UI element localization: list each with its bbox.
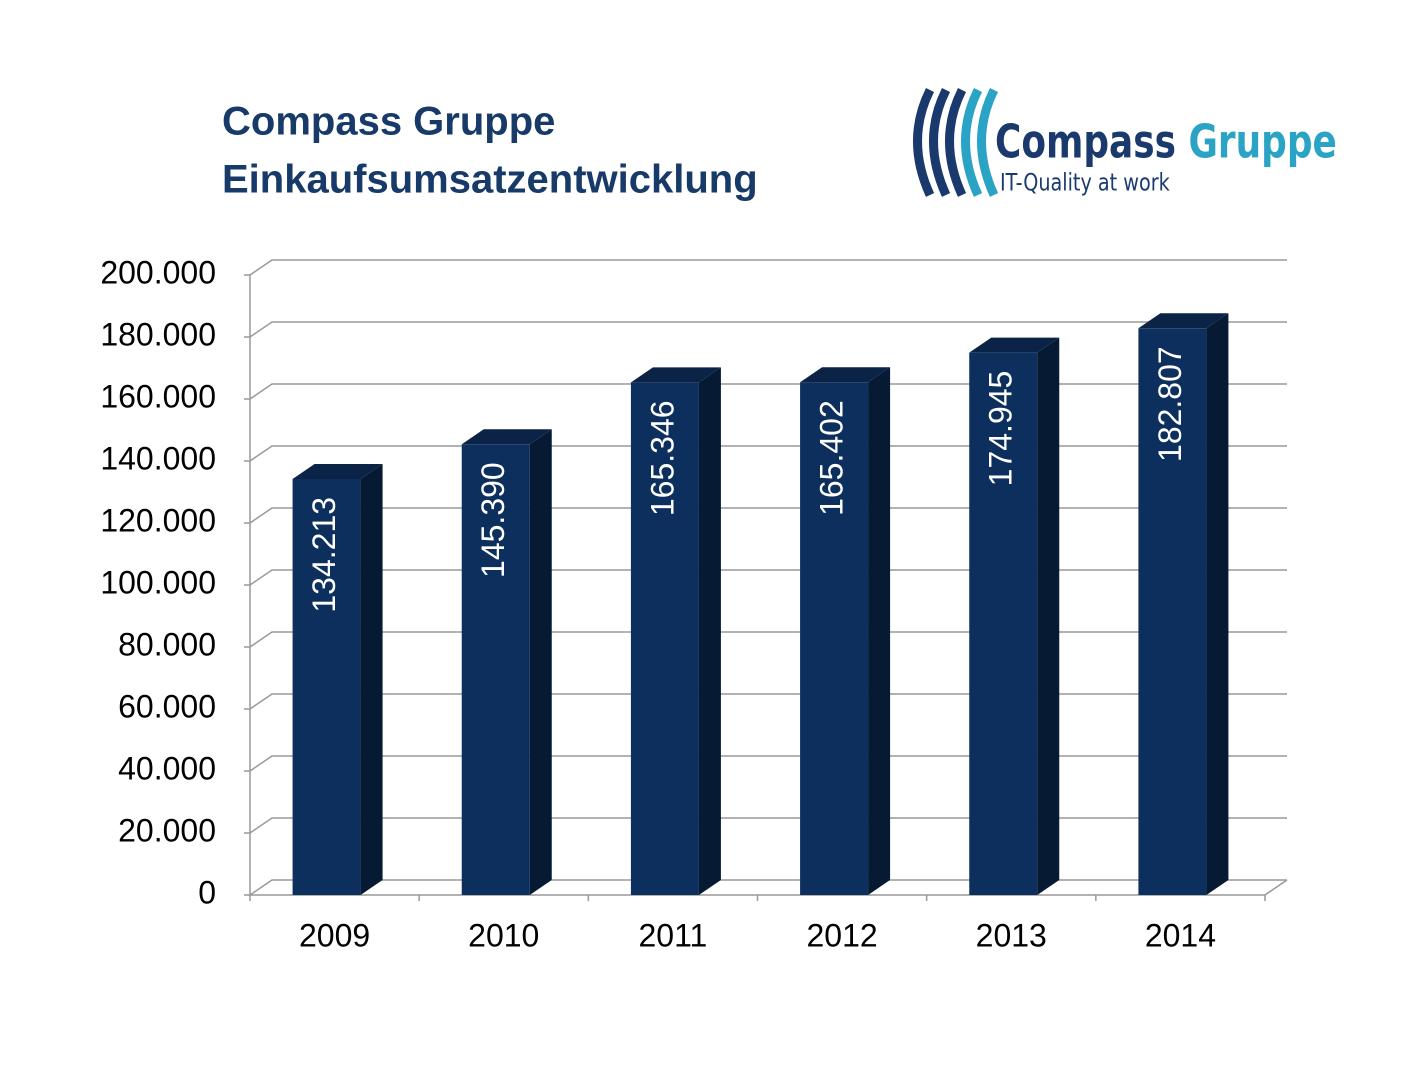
bar [461,429,552,895]
bar [800,367,891,896]
grid-line [249,879,1287,896]
value-label: 182.807 [1152,346,1188,462]
x-tick-label: 2013 [976,917,1047,953]
y-tick-label: 100.000 [100,564,216,600]
value-label: 145.390 [475,462,511,578]
y-tick-label: 60.000 [118,688,216,724]
value-label: 165.402 [814,400,850,516]
bar-top [292,463,383,479]
bar-side [698,367,721,896]
grid-line [249,755,1287,772]
y-tick-label: 140.000 [100,440,216,476]
logo-name: Compass Gruppe [995,115,1337,169]
y-tick-label: 20.000 [118,812,216,848]
logo-tagline: IT-Quality at work [1000,170,1170,198]
value-label: 165.346 [644,400,680,516]
logo-emblem [913,87,999,197]
value-label: 134.213 [306,497,342,613]
bar-front [292,478,361,895]
bar [630,367,721,896]
grid-line [249,321,1287,338]
x-tick-label: 2011 [639,917,708,953]
bar-side [1037,337,1060,895]
grid-line [249,817,1287,834]
y-tick-label: 40.000 [118,750,216,786]
y-tick-label: 160.000 [100,378,216,414]
y-tick-label: 0 [198,874,216,910]
bar-top [1138,313,1229,329]
bar-front [969,352,1038,895]
bar-front [630,382,699,896]
floor [250,879,1288,896]
grid-line [249,445,1287,462]
bar [1138,313,1229,895]
bar-front [800,382,869,896]
x-tick-label: 2009 [299,917,370,953]
value-label: 174.945 [983,371,1019,487]
x-tick-label: 2014 [1145,917,1216,953]
bar [292,463,383,895]
logo-word: Compass [995,115,1176,169]
bar-side [360,463,383,895]
bar-front [1138,328,1207,895]
y-tick-label: 120.000 [100,502,216,538]
bar [969,337,1060,895]
grid-line [249,631,1287,648]
bar-top [630,367,721,383]
logo: Compass Gruppe IT-Quality at work [913,87,1337,198]
logo-word: Gruppe [1188,115,1336,169]
bar-top [969,337,1060,353]
chart-title: Compass Gruppe [222,100,555,144]
bar-front [461,444,530,895]
chart-subtitle: Einkaufsumsatzentwicklung [222,158,758,202]
grid-line [249,383,1287,400]
grid-line [249,259,1287,276]
y-tick-label: 180.000 [100,316,216,352]
grid-line [249,569,1287,586]
bar-top [800,367,891,383]
grid-line [249,693,1287,710]
grid-line [249,507,1287,524]
bar-side [1206,313,1229,895]
y-tick-label: 80.000 [118,626,216,662]
x-tick-label: 2012 [806,917,877,953]
x-tick-label: 2010 [468,917,539,953]
bar-side [529,429,552,895]
bar-side [868,367,891,896]
bar-top [461,429,552,445]
y-tick-label: 200.000 [100,254,216,290]
